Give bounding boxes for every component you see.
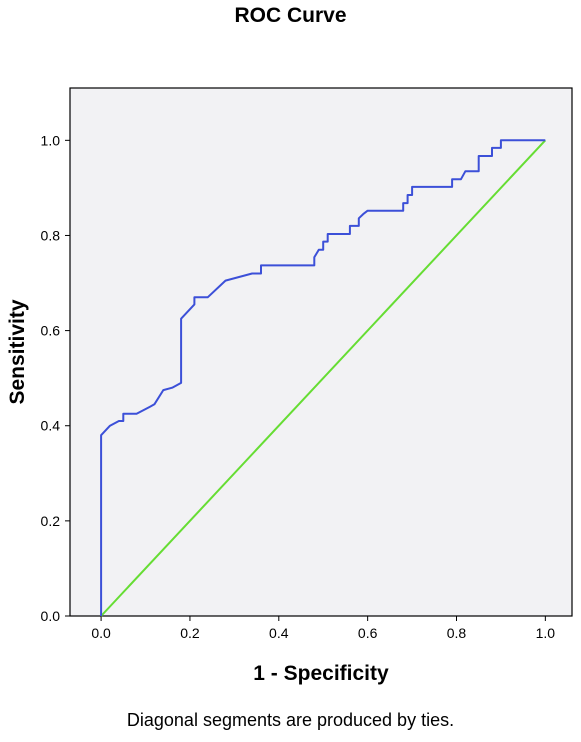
x-tick-label: 0.2 — [180, 625, 200, 641]
chart-title: ROC Curve — [234, 4, 347, 27]
x-tick-label: 0.8 — [447, 625, 467, 641]
y-axis-title: Sensitivity — [6, 299, 29, 404]
x-tick-label: 1.0 — [536, 625, 556, 641]
x-tick-label: 0.6 — [358, 625, 378, 641]
plot-area — [69, 87, 573, 617]
series-layer — [100, 139, 547, 617]
chart-footnote: Diagonal segments are produced by ties. — [126, 710, 455, 730]
y-tick-label: 0.2 — [41, 513, 61, 529]
y-tick-label: 0.6 — [41, 323, 61, 339]
y-tick-label: 0.4 — [41, 418, 61, 434]
y-tick-label: 1.0 — [41, 132, 61, 148]
reference-line — [100, 139, 547, 617]
y-tick-label: 0.8 — [41, 227, 61, 243]
axis-ticks: 0.0 0.2 0.4 0.6 0.8 1.0 0.0 0.2 0.4 0.6 0.8 1.0 — [41, 132, 556, 641]
x-axis-title: 1 - Specificity — [253, 662, 389, 685]
x-tick-label: 0.0 — [91, 625, 111, 641]
y-tick-label: 0.0 — [41, 608, 61, 624]
roc-curve-line — [100, 139, 546, 616]
x-tick-label: 0.4 — [269, 625, 289, 641]
